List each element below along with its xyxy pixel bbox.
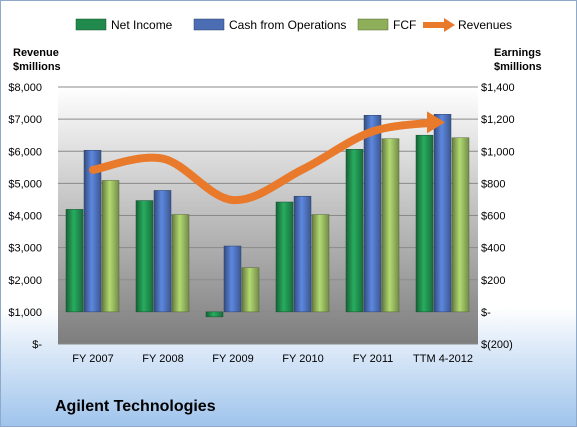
bar (241, 267, 260, 313)
left-axis-title: $millions (13, 61, 61, 73)
right-tick-label: $1,200 (481, 114, 515, 126)
left-tick-label: $5,000 (8, 178, 42, 190)
category-label: TTM 4-2012 (413, 353, 473, 365)
legend-swatch (75, 18, 107, 31)
right-tick-label: $600 (481, 211, 505, 223)
bar (135, 200, 154, 313)
left-tick-label: $- (32, 339, 42, 351)
left-tick-label: $2,000 (8, 275, 42, 287)
right-axis-title: Earnings (494, 47, 541, 59)
bar (83, 150, 102, 313)
bar (275, 201, 294, 313)
left-tick-label: $3,000 (8, 243, 42, 255)
legend-swatch-arrow (444, 18, 455, 32)
category-label: FY 2009 (212, 353, 253, 365)
left-tick-label: $7,000 (8, 114, 42, 126)
right-axis-title: $millions (494, 61, 542, 73)
right-tick-label: $1,000 (481, 146, 515, 158)
left-axis-title: Revenue (13, 47, 59, 59)
right-tick-label: $- (481, 307, 491, 319)
legend-label: Cash from Operations (229, 18, 346, 32)
category-label: FY 2011 (353, 353, 394, 365)
bar (101, 180, 120, 313)
legend-swatch (357, 18, 389, 31)
legend-label: FCF (393, 18, 416, 32)
bar (223, 245, 242, 313)
bar (311, 214, 330, 313)
left-tick-label: $4,000 (8, 211, 42, 223)
right-tick-label: $(200) (481, 339, 513, 351)
category-label: FY 2010 (282, 353, 323, 365)
right-tick-label: $400 (481, 243, 505, 255)
revenue-arrowhead (427, 111, 445, 134)
legend-label: Net Income (111, 18, 173, 32)
bar (433, 114, 452, 313)
left-tick-label: $8,000 (8, 82, 42, 94)
left-tick-label: $6,000 (8, 146, 42, 158)
bar (171, 214, 190, 313)
bar (451, 137, 470, 313)
legend-label: Revenues (458, 18, 512, 32)
right-tick-label: $800 (481, 178, 505, 190)
company-name: Agilent Technologies (55, 398, 216, 415)
bar (65, 209, 84, 313)
category-label: FY 2008 (142, 353, 183, 365)
bar (345, 149, 364, 313)
bar (153, 190, 172, 313)
legend-swatch (193, 18, 225, 31)
category-label: FY 2007 (72, 353, 113, 365)
bar (381, 138, 400, 313)
bar (415, 134, 434, 313)
right-tick-label: $1,400 (481, 82, 515, 94)
revenue-line (89, 118, 437, 205)
bar (293, 195, 312, 313)
bar (363, 115, 382, 313)
bar (205, 311, 224, 318)
right-tick-label: $200 (481, 275, 505, 287)
left-tick-label: $1,000 (8, 307, 42, 319)
